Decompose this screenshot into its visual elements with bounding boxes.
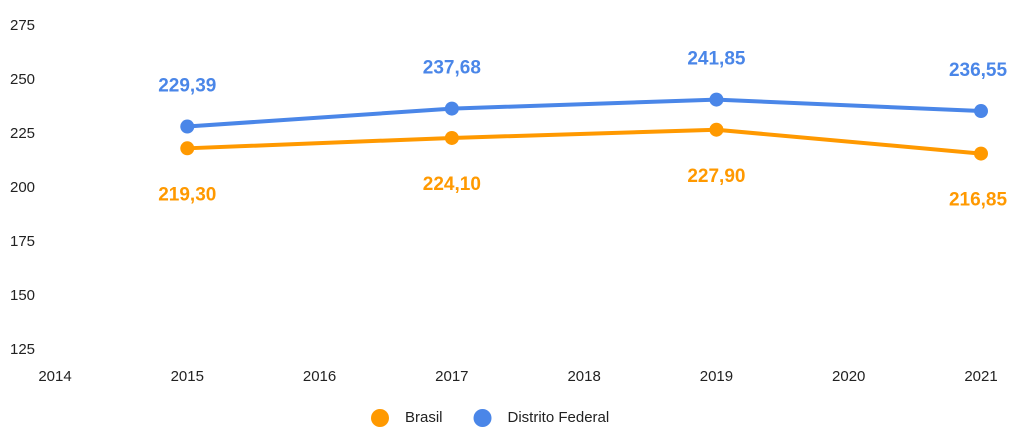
x-tick-label: 2016 [303, 368, 336, 385]
data-label: 216,85 [949, 190, 1008, 211]
data-point [180, 119, 195, 134]
legend-marker [473, 409, 492, 427]
x-tick-label: 2021 [964, 368, 997, 385]
data-label: 219,30 [158, 184, 216, 205]
data-point [180, 141, 195, 156]
legend-label: Brasil [405, 409, 443, 426]
data-label: 227,90 [687, 166, 745, 187]
x-tick-label: 2018 [567, 368, 600, 385]
data-label: 224,10 [423, 174, 481, 195]
y-tick-label: 175 [10, 233, 35, 250]
y-tick-label: 250 [10, 71, 35, 88]
data-point [709, 92, 724, 107]
y-tick-label: 225 [10, 125, 35, 142]
x-tick-label: 2014 [38, 368, 71, 385]
y-tick-label: 200 [10, 179, 35, 196]
data-label: 241,85 [687, 49, 746, 70]
y-tick-label: 275 [10, 17, 35, 34]
x-tick-label: 2015 [171, 368, 204, 385]
legend-marker [371, 409, 389, 427]
x-tick-label: 2020 [832, 368, 865, 385]
series-line [187, 127, 982, 156]
data-point [974, 104, 988, 119]
data-label: 229,39 [158, 76, 216, 97]
data-point [444, 130, 459, 145]
legend-label: Distrito Federal [508, 409, 610, 426]
data-point [444, 101, 459, 116]
data-point [709, 122, 724, 137]
x-tick-label: 2017 [435, 368, 468, 385]
series-line [187, 97, 982, 129]
y-tick-label: 125 [10, 341, 35, 358]
data-label: 237,68 [423, 58, 481, 79]
data-label: 236,55 [949, 60, 1008, 81]
y-tick-label: 150 [10, 287, 35, 304]
data-point [974, 146, 988, 161]
x-tick-label: 2019 [700, 368, 733, 385]
